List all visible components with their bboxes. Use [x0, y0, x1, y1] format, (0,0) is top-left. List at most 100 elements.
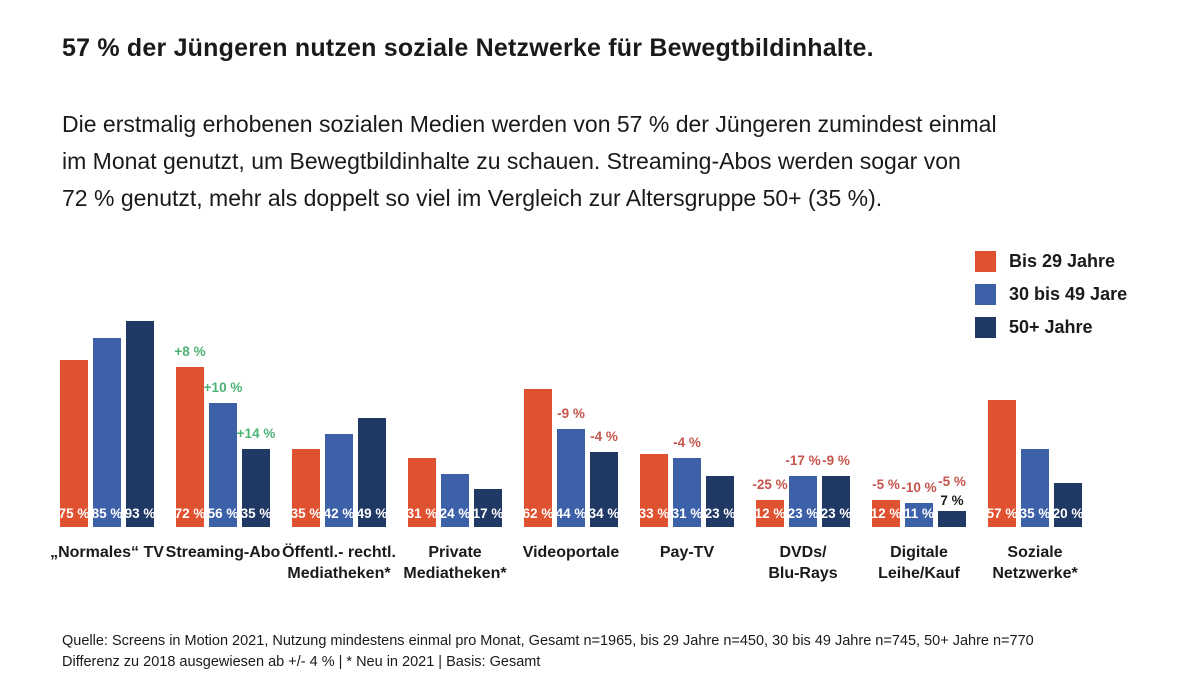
bar	[905, 503, 933, 527]
category-label-line: Mediatheken*	[287, 565, 391, 582]
bar-change-label: -10 %	[901, 480, 937, 495]
legend-swatch	[975, 250, 996, 272]
bar-value-label: 75 %	[58, 506, 90, 521]
category-label-line: Streaming-Abo	[165, 544, 281, 561]
bar-change-label: +10 %	[203, 380, 243, 395]
bar	[872, 500, 900, 527]
category-label-line: DVDs/	[779, 544, 827, 561]
category-label: Streaming-Abo	[153, 542, 293, 563]
bar	[938, 511, 966, 527]
category-label: DVDs/Blu-Rays	[733, 542, 873, 584]
category-label-line: Öffentl.- rechtl.	[282, 544, 396, 561]
source-note: Quelle: Screens in Motion 2021, Nutzung …	[62, 631, 1034, 672]
headline: 57 % der Jüngeren nutzen soziale Netzwer…	[62, 34, 874, 62]
bar-change-label: -17 %	[785, 453, 821, 468]
bar-value-label: 44 %	[555, 506, 587, 521]
intro-text: Die erstmalig erhobenen sozialen Medien …	[62, 106, 997, 217]
source-line-2: Differenz zu 2018 ausgewiesen ab +/- 4 %…	[62, 653, 541, 670]
bar-change-label: -5 %	[938, 474, 966, 489]
legend-label: 30 bis 49 Jare	[1009, 283, 1128, 304]
bar-change-label: -9 %	[822, 453, 850, 468]
legend: Bis 29 Jahre 30 bis 49 Jare 50+ Jahre	[975, 250, 1127, 349]
bar-value-label: 35 %	[1019, 506, 1051, 521]
category-label: Private Mediatheken*	[385, 542, 525, 584]
category-label-line: Mediatheken*	[403, 565, 507, 582]
category-label: Öffentl.- rechtl. Mediatheken*	[269, 542, 409, 584]
bar	[822, 476, 850, 527]
bar	[242, 449, 270, 527]
intro-line-1: Die erstmalig erhobenen sozialen Medien …	[62, 111, 997, 137]
source-line-1: Quelle: Screens in Motion 2021, Nutzung …	[62, 633, 1034, 649]
bar-value-label: 35 %	[290, 506, 322, 521]
bar-value-label: 56 %	[207, 506, 239, 521]
bar	[1054, 483, 1082, 527]
bar-value-label: 24 %	[439, 506, 471, 521]
bar-value-label: 7 %	[940, 493, 964, 508]
bar	[706, 476, 734, 527]
legend-label: Bis 29 Jahre	[1009, 250, 1116, 271]
bar	[756, 500, 784, 527]
bar-change-label: -9 %	[557, 406, 585, 421]
bar	[408, 458, 436, 527]
bar-value-label: 17 %	[472, 506, 504, 521]
bar-value-label: 11 %	[903, 506, 935, 521]
bar-value-label: 12 %	[754, 506, 786, 521]
bar-value-label: 42 %	[323, 506, 355, 521]
bar	[789, 476, 817, 527]
legend-item: Bis 29 Jahre	[975, 250, 1127, 272]
category-label: „Normales“ TV	[37, 542, 177, 563]
category-label-line: Soziale	[1007, 544, 1063, 561]
category-label: Pay-TV	[617, 542, 757, 563]
bar-value-label: 85 %	[91, 506, 123, 521]
bar	[325, 434, 353, 527]
bar	[557, 429, 585, 527]
category-label-line: Netzwerke*	[992, 565, 1078, 582]
bar	[590, 452, 618, 527]
legend-swatch	[975, 283, 996, 305]
intro-line-3: 72 % genutzt, mehr als doppelt so viel i…	[62, 185, 883, 211]
bar	[1021, 449, 1049, 527]
bar-change-label: -5 %	[872, 477, 900, 492]
category-label: Videoportale	[501, 542, 641, 563]
bar-value-label: 23 %	[787, 506, 819, 521]
category-label: Digitale Leihe/Kauf	[849, 542, 989, 584]
bar	[640, 454, 668, 527]
bar-value-label: 23 %	[820, 506, 852, 521]
bar-value-label: 33 %	[638, 506, 670, 521]
bar-change-label: -4 %	[673, 435, 701, 450]
category-label-line: „Normales“ TV	[50, 544, 164, 561]
bar-value-label: 23 %	[704, 506, 736, 521]
bar-value-label: 12 %	[870, 506, 902, 521]
bar-value-label: 72 %	[174, 506, 206, 521]
bar-value-label: 49 %	[356, 506, 388, 521]
bar	[673, 458, 701, 527]
legend-label: 50+ Jahre	[1009, 316, 1093, 337]
category-label-line: Leihe/Kauf	[878, 565, 960, 582]
category-label: Soziale Netzwerke*	[965, 542, 1105, 584]
category-label-line: Videoportale	[522, 544, 620, 561]
bar-value-label: 62 %	[522, 506, 554, 521]
category-label-line: Digitale	[890, 544, 948, 561]
bar	[60, 360, 88, 527]
bar-change-label: -4 %	[590, 429, 618, 444]
bar-value-label: 34 %	[588, 506, 620, 521]
bar-value-label: 93 %	[124, 506, 156, 521]
bar	[93, 338, 121, 527]
bar	[441, 474, 469, 527]
legend-item: 30 bis 49 Jare	[975, 283, 1127, 305]
bar-change-label: +8 %	[174, 344, 206, 359]
bar	[126, 321, 154, 527]
category-label-line: Pay-TV	[659, 544, 715, 561]
bar-value-label: 20 %	[1052, 506, 1084, 521]
bar	[209, 403, 237, 527]
bar	[988, 400, 1016, 527]
legend-item: 50+ Jahre	[975, 316, 1127, 338]
legend-swatch	[975, 316, 996, 338]
bar-value-label: 35 %	[240, 506, 272, 521]
bar	[176, 367, 204, 527]
bar	[292, 449, 320, 527]
bar	[474, 489, 502, 527]
bar	[524, 389, 552, 527]
